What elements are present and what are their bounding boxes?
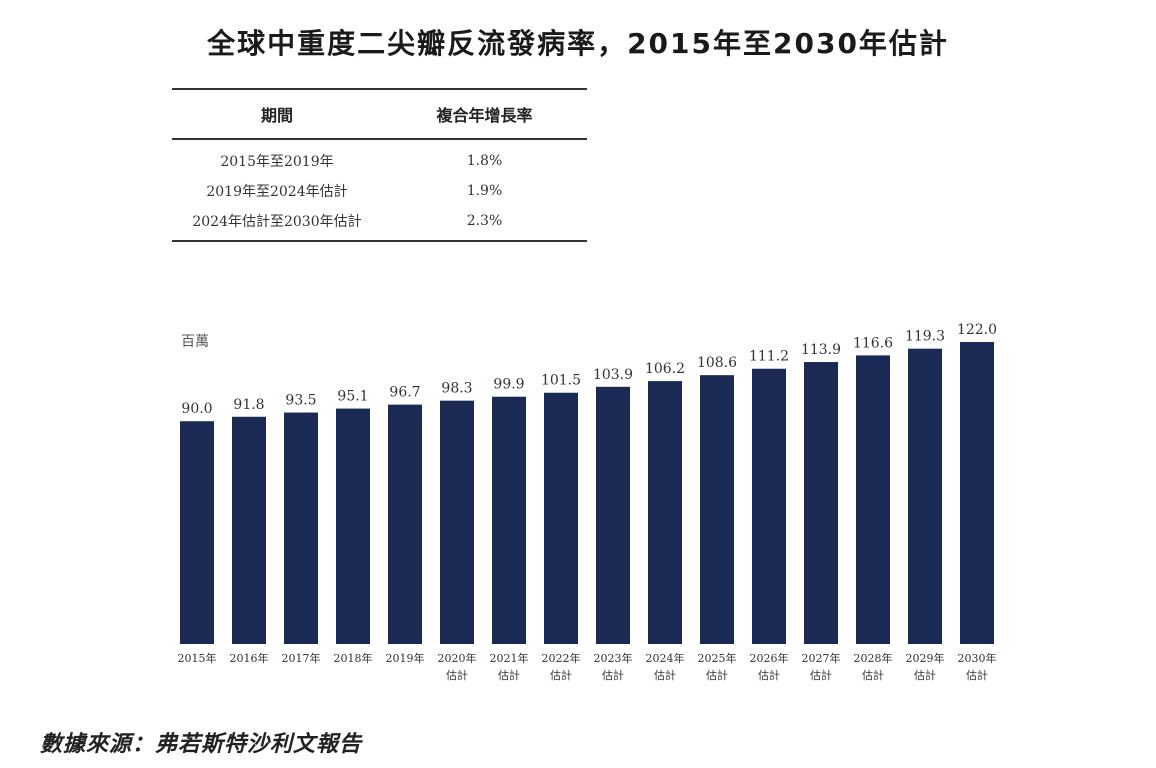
bar-6 bbox=[492, 396, 526, 644]
value-label-14: 119.3 bbox=[905, 329, 945, 345]
period-cell: 2019年至2024年估計 bbox=[206, 184, 348, 200]
x-tick-label-6-0: 2021年 bbox=[490, 651, 529, 665]
unit-label: 百萬 bbox=[181, 334, 209, 350]
bar-15 bbox=[960, 342, 994, 644]
bar-9 bbox=[648, 381, 682, 644]
value-label-2: 93.5 bbox=[285, 393, 316, 409]
bar-4 bbox=[388, 404, 422, 644]
x-tick-label-1-0: 2016年 bbox=[230, 651, 269, 665]
rate-cell: 2.3% bbox=[382, 206, 587, 242]
x-tick-label-12-1: 估計 bbox=[810, 668, 832, 682]
data-source: 數據來源：弗若斯特沙利文報告 bbox=[40, 732, 363, 757]
value-label-10: 108.6 bbox=[697, 355, 737, 371]
bar-0 bbox=[180, 421, 214, 644]
x-tick-label-5-1: 估計 bbox=[446, 668, 468, 682]
x-tick-label-8-0: 2023年 bbox=[594, 651, 633, 665]
x-tick-label-4-0: 2019年 bbox=[386, 651, 425, 665]
cagr-table: 期間 複合年增長率 2015年至2019年 1.8% 2019年至2024年估計… bbox=[172, 88, 587, 242]
x-tick-label-7-0: 2022年 bbox=[542, 651, 581, 665]
x-tick-label-14-0: 2029年 bbox=[906, 651, 945, 665]
x-tick-label-10-0: 2025年 bbox=[698, 651, 737, 665]
x-tick-label-11-0: 2026年 bbox=[750, 651, 789, 665]
value-label-3: 95.1 bbox=[337, 389, 368, 405]
x-tick-label-6-1: 估計 bbox=[498, 668, 520, 682]
x-tick-label-13-0: 2028年 bbox=[854, 651, 893, 665]
value-label-5: 98.3 bbox=[441, 381, 472, 397]
bar-13 bbox=[856, 355, 890, 644]
bar-3 bbox=[336, 408, 370, 644]
value-label-0: 90.0 bbox=[181, 401, 212, 417]
x-tick-label-3-0: 2018年 bbox=[334, 651, 373, 665]
value-label-6: 99.9 bbox=[493, 377, 524, 393]
value-label-7: 101.5 bbox=[541, 373, 581, 389]
x-tick-label-2-0: 2017年 bbox=[282, 651, 321, 665]
value-label-1: 91.8 bbox=[233, 397, 264, 413]
value-label-9: 106.2 bbox=[645, 361, 685, 377]
x-tick-label-9-1: 估計 bbox=[654, 668, 676, 682]
x-tick-label-15-1: 估計 bbox=[966, 668, 988, 682]
bar-10 bbox=[700, 375, 734, 644]
table-row: 2019年至2024年估計 1.9% bbox=[172, 176, 587, 206]
cagr-table-header-row: 期間 複合年增長率 bbox=[172, 88, 587, 140]
x-tick-label-5-0: 2020年 bbox=[438, 651, 477, 665]
x-tick-label-0-0: 2015年 bbox=[178, 651, 217, 665]
value-label-11: 111.2 bbox=[749, 349, 789, 365]
x-tick-label-8-1: 估計 bbox=[602, 668, 624, 682]
period-cell: 2015年至2019年 bbox=[220, 154, 334, 170]
x-tick-label-15-0: 2030年 bbox=[958, 651, 997, 665]
bar-1 bbox=[232, 416, 266, 644]
period-header: 期間 bbox=[172, 88, 382, 140]
bar-12 bbox=[804, 362, 838, 644]
table-row: 2015年至2019年 1.8% bbox=[172, 139, 587, 176]
x-tick-label-12-0: 2027年 bbox=[802, 651, 841, 665]
rate-cell: 1.9% bbox=[466, 183, 503, 199]
value-label-13: 116.6 bbox=[853, 335, 893, 351]
x-tick-label-13-1: 估計 bbox=[862, 668, 884, 682]
value-labels-group: 90.0 91.8 93.5 95.1 96.7 98.3 99.9 101.5 103.9 10… bbox=[181, 322, 997, 417]
bar-14 bbox=[908, 348, 942, 644]
bars-group bbox=[180, 342, 994, 644]
bar-7 bbox=[544, 392, 578, 644]
bar-11 bbox=[752, 368, 786, 644]
value-label-15: 122.0 bbox=[957, 322, 997, 338]
x-tick-label-10-1: 估計 bbox=[706, 668, 728, 682]
x-tick-label-11-1: 估計 bbox=[758, 668, 780, 682]
table-row: 2024年估計至2030年估計 2.3% bbox=[172, 206, 587, 242]
x-tick-label-9-0: 2024年 bbox=[646, 651, 685, 665]
period-cell: 2024年估計至2030年估計 bbox=[172, 206, 382, 242]
value-label-4: 96.7 bbox=[389, 385, 420, 401]
x-tick-label-7-1: 估計 bbox=[550, 668, 572, 682]
bar-8 bbox=[596, 386, 630, 644]
x-tick-label-14-1: 估計 bbox=[914, 668, 936, 682]
rate-cell: 1.8% bbox=[466, 153, 503, 169]
bar-5 bbox=[440, 400, 474, 644]
chart-title: 全球中重度二尖瓣反流發病率，2015年至2030年估計 bbox=[207, 27, 949, 60]
value-label-12: 113.9 bbox=[801, 342, 841, 358]
bar-2 bbox=[284, 412, 318, 644]
value-label-8: 103.9 bbox=[593, 367, 633, 383]
cagr-header: 複合年增長率 bbox=[382, 88, 587, 140]
